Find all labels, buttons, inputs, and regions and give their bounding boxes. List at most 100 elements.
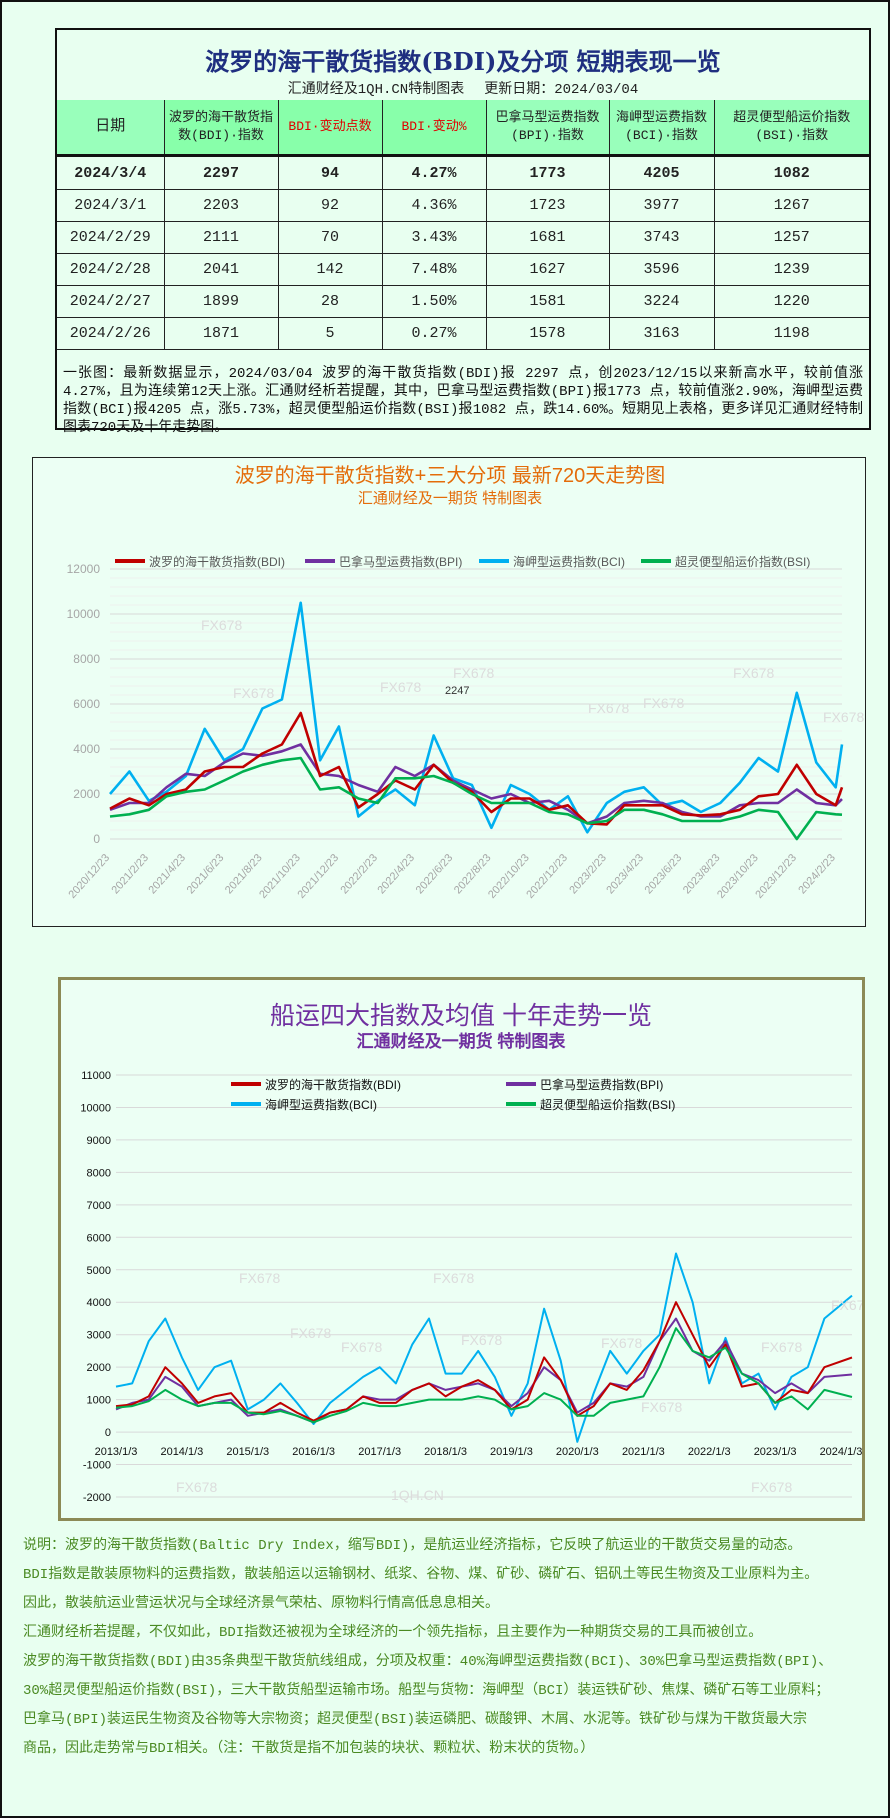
x-tick-label: 2022/12/23 xyxy=(524,852,570,901)
watermark: FX678 xyxy=(733,665,774,681)
table-cell: 1871 xyxy=(164,317,279,350)
table-cell: 2024/2/28 xyxy=(57,253,165,286)
x-tick-label: 2022/6/23 xyxy=(414,852,456,896)
legend-label: 波罗的海干散货指数(BDI) xyxy=(265,1077,401,1092)
table-row: 2024/3/1 2203 92 4.36% 1723 3977 1267 xyxy=(57,189,869,222)
x-tick-label: 2023/12/23 xyxy=(753,852,799,901)
x-tick-label: 2023/6/23 xyxy=(643,852,685,896)
table-cell: 4.36% xyxy=(382,189,487,222)
table-cell: 1198 xyxy=(714,317,869,350)
legend-label: 海岬型运费指数(BCI) xyxy=(265,1097,377,1112)
table-subtitle: 汇通财经及1QH.CN特制图表 更新日期：2024/03/04 xyxy=(57,78,869,98)
y-tick-label: 3000 xyxy=(87,1330,111,1342)
table-cell: 3163 xyxy=(609,317,715,350)
x-tick-label: 2022/4/23 xyxy=(375,852,417,896)
note-line: 巴拿马(BPI)装运民生物资及谷物等大宗物资；超灵便型(BSI)装运磷肥、碳酸钾… xyxy=(23,1712,808,1728)
y-tick-label: 10000 xyxy=(80,1102,111,1114)
table-cell: 3977 xyxy=(609,189,715,222)
notes: 说明：波罗的海干散货指数(Baltic Dry Index，缩写BDI)，是航运… xyxy=(23,1532,883,1764)
chart-title: 波罗的海干散货指数+三大分项 最新720天走势图 xyxy=(235,464,666,487)
chart-subtitle: 汇通财经及一期货 特制图表 xyxy=(357,1031,567,1051)
y-tick-label: 8000 xyxy=(73,652,100,666)
table-cell: 1257 xyxy=(714,221,869,254)
x-tick-label: 2016/1/3 xyxy=(292,1446,335,1458)
note-line: BDI指数是散装原物料的运费指数，散装船运以运输钢材、纸浆、谷物、煤、矿砂、磷矿… xyxy=(23,1567,819,1583)
note-line: 因此，散装航运业营运状况与全球经济景气荣枯、原物料行情高低息息相关。 xyxy=(23,1596,499,1612)
y-tick-label: 12000 xyxy=(67,562,101,576)
column-header: BDI·变动% xyxy=(382,100,487,157)
watermark: 1QH.CN xyxy=(391,1487,444,1503)
y-tick-label: 1000 xyxy=(87,1395,111,1407)
table-cell: 1220 xyxy=(714,285,869,318)
table-row: 2024/2/29 2111 70 3.43% 1681 3743 1257 xyxy=(57,221,869,254)
table-cell: 3743 xyxy=(609,221,715,254)
watermark: FX678 xyxy=(831,1297,862,1313)
column-header: 海岬型运费指数(BCI)·指数 xyxy=(609,100,715,157)
note-line: 商品，因此走势常与BDI相关。（注：干散货是指不加包装的块状、颗粒状、粉末状的货… xyxy=(23,1741,595,1757)
table-header-row: 日期 波罗的海干散货指数(BDI)·指数 BDI·变动点数 BDI·变动% 巴拿马型运费… xyxy=(57,100,869,157)
x-tick-label: 2020/12/23 xyxy=(66,852,112,901)
table-cell: 1773 xyxy=(486,155,610,190)
series-line-bsi xyxy=(109,756,843,841)
watermark: FX678 xyxy=(761,1339,802,1355)
note-line: 30%超灵便型船运价指数(BSI)，三大干散货船型运输市场。船型与货物：海岬型（… xyxy=(23,1683,830,1699)
table-cell: 2024/2/29 xyxy=(57,221,165,254)
table-cell: 3.43% xyxy=(382,221,487,254)
watermark: FX678 xyxy=(751,1479,792,1495)
legend-label: 海岬型运费指数(BCI) xyxy=(513,554,625,569)
table-body: 2024/3/4 2297 94 4.27% 1773 4205 1082 2024/3/1 2… xyxy=(57,155,869,350)
table-cell: 3596 xyxy=(609,253,715,286)
legend-label: 波罗的海干散货指数(BDI) xyxy=(149,554,285,569)
table-source: 汇通财经及1QH.CN特制图表 xyxy=(287,82,465,98)
watermark: FX678 xyxy=(341,1339,382,1355)
table-cell: 142 xyxy=(278,253,383,286)
y-tick-label: 7000 xyxy=(87,1200,111,1212)
y-tick-label: 5000 xyxy=(87,1265,111,1277)
table-cell: 1239 xyxy=(714,253,869,286)
watermark: FX678 xyxy=(461,1332,502,1348)
watermark: FX678 xyxy=(380,679,421,695)
x-tick-label: 2018/1/3 xyxy=(424,1446,467,1458)
watermark: FX678 xyxy=(433,1270,474,1286)
y-tick-label: 4000 xyxy=(73,742,100,756)
table-cell: 1627 xyxy=(486,253,610,286)
x-tick-label: 2015/1/3 xyxy=(226,1446,269,1458)
table-cell: 1267 xyxy=(714,189,869,222)
x-tick-label: 2021/12/23 xyxy=(295,852,341,901)
x-tick-label: 2023/1/3 xyxy=(754,1446,797,1458)
table-row: 2024/2/27 1899 28 1.50% 1581 3224 1220 xyxy=(57,285,869,318)
x-tick-label: 2014/1/3 xyxy=(160,1446,203,1458)
column-header: 日期 xyxy=(57,100,165,157)
x-tick-label: 2021/6/23 xyxy=(185,852,227,896)
x-tick-label: 2021/4/23 xyxy=(146,852,188,896)
table-cell: 2024/2/27 xyxy=(57,285,165,318)
table-cell: 1899 xyxy=(164,285,279,318)
legend-label: 超灵便型船运价指数(BSI) xyxy=(675,554,810,569)
x-tick-label: 2021/2/23 xyxy=(109,852,151,896)
table-cell: 4205 xyxy=(609,155,715,190)
table-cell: 1578 xyxy=(486,317,610,350)
table-cell: 7.48% xyxy=(382,253,487,286)
x-tick-label: 2024/2/23 xyxy=(796,852,838,896)
table-cell: 5 xyxy=(278,317,383,350)
table-cell: 2203 xyxy=(164,189,279,222)
x-tick-label: 2023/4/23 xyxy=(604,852,646,896)
table-cell: 28 xyxy=(278,285,383,318)
y-tick-label: 11000 xyxy=(81,1070,111,1082)
y-tick-label: 0 xyxy=(93,832,100,846)
watermark: FX678 xyxy=(239,1270,280,1286)
x-tick-label: 2021/1/3 xyxy=(622,1446,665,1458)
table-row: 2024/2/26 1871 5 0.27% 1578 3163 1198 xyxy=(57,317,869,350)
x-tick-label: 2022/2/23 xyxy=(338,852,380,896)
column-header: BDI·变动点数 xyxy=(278,100,383,157)
watermark: FX678 xyxy=(588,700,629,716)
y-tick-label: -1000 xyxy=(83,1460,111,1472)
data-annotation: 2247 xyxy=(445,685,469,697)
watermark: FX678 xyxy=(643,695,684,711)
table-cell: 2297 xyxy=(164,155,279,190)
table-cell: 70 xyxy=(278,221,383,254)
watermark: FX678 xyxy=(290,1325,331,1341)
table-row: 2024/3/4 2297 94 4.27% 1773 4205 1082 xyxy=(57,155,869,190)
